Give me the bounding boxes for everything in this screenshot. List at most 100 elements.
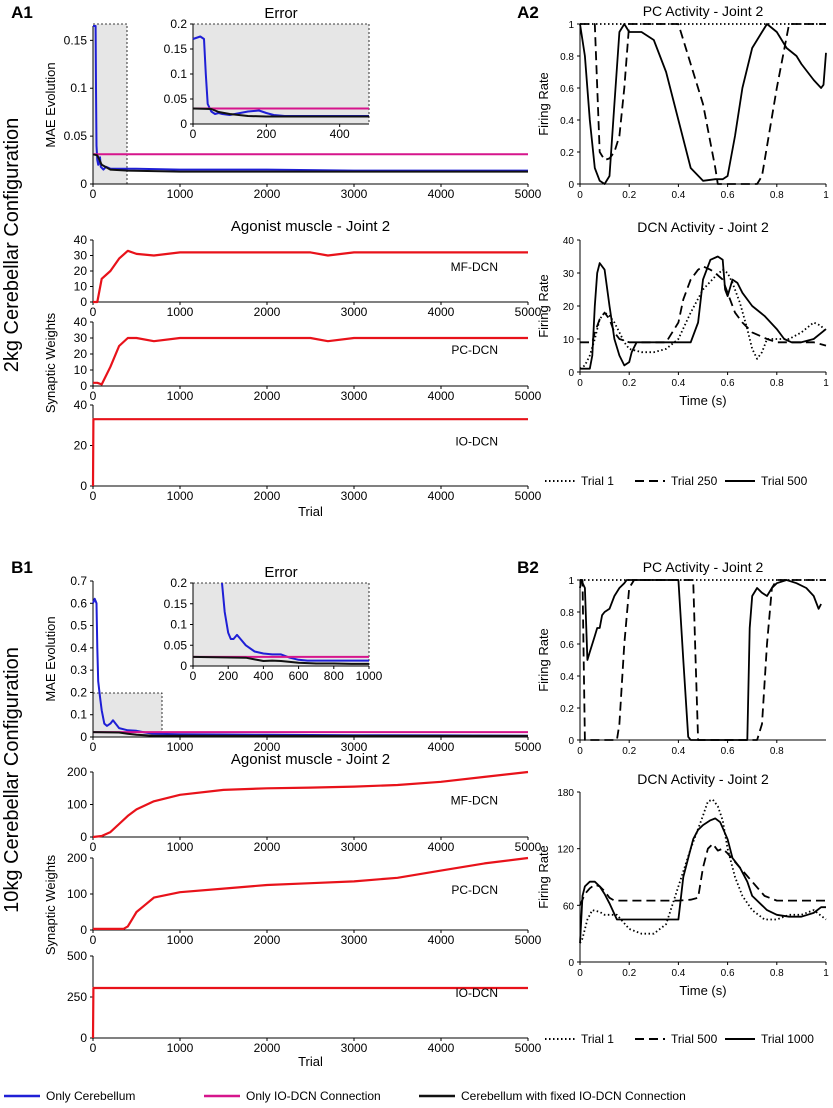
B2_dcn-x-tick-label: 1 (823, 968, 829, 979)
B1_weights-mf-dcn-x-tick-label: 0 (90, 840, 97, 854)
A2_pc-y-tick-label: 0.8 (560, 52, 574, 63)
A1_weights-mf-dcn-x-tick-label: 2000 (254, 305, 281, 319)
B1_mae-y-tick-label: 0.6 (70, 596, 87, 610)
B2_pc-y-tick-label: 0 (568, 736, 574, 747)
A1_weights-xlabel: Trial (298, 504, 323, 519)
A1_weights-pc-dcn-y-tick-label: 0 (80, 379, 87, 393)
A1_weights-mf-dcn-x-tick-label: 0 (90, 305, 97, 319)
B2_dcn-x-tick-label: 0.4 (671, 968, 685, 979)
B2_pc-series-solid (579, 579, 822, 741)
A1_weights-io-dcn-x-tick-label: 2000 (254, 489, 281, 503)
A1_weights-pc-dcn-y-tick-label: 10 (74, 363, 88, 377)
B2_dcn-series-dashed (579, 843, 826, 906)
A1_weights-pc-dcn-x-tick-label: 1000 (167, 389, 194, 403)
B1_mae-y-tick-label: 0.7 (70, 574, 87, 588)
A1_mae-series-blue (93, 25, 528, 172)
A2_dcn-x-tick-label: 0 (577, 378, 583, 389)
A1_weights-mf-dcn-y-tick-label: 40 (74, 233, 88, 247)
B2_dcn-series-solid (579, 817, 826, 944)
A1_weights-mf-dcn-y-tick-label: 30 (74, 249, 88, 263)
B1_error-title: Error (264, 564, 297, 581)
B1_error-x-tick-label: 1000 (356, 669, 383, 683)
B2_dcn-xlabel: Time (s) (679, 983, 726, 998)
B2_pc-title: PC Activity - Joint 2 (643, 559, 764, 575)
B2_dcn-y-tick-label: 60 (563, 901, 575, 912)
B1_error-series-blue (221, 582, 369, 662)
B1_mae-x-tick-label: 3000 (341, 740, 368, 754)
B1_weights-io-dcn-label: IO-DCN (455, 986, 498, 1000)
A1_weights-mf-dcn-x-tick-label: 4000 (428, 305, 455, 319)
A1_weights-mf-dcn-label: MF-DCN (451, 260, 498, 274)
A1_mae-x-tick-label: 4000 (428, 187, 455, 201)
A2_pc-x-tick-label: 0.6 (721, 190, 735, 201)
A1_mae-y-tick-label: 0.1 (70, 81, 87, 95)
A1_weights-pc-dcn-x-tick-label: 3000 (341, 389, 368, 403)
A1_error-x-tick-label: 0 (190, 127, 197, 141)
B1_mae-series-black (92, 731, 528, 737)
B1_weights-mf-dcn-line (92, 770, 529, 839)
B2_pc-y-tick-label: 0.6 (560, 640, 574, 651)
B1_error-series-black (192, 655, 369, 665)
B2_dcn-series-dotted (579, 798, 827, 944)
A1_weights-ylabel: Synaptic Weights (43, 312, 58, 413)
B1_weights-title: Agonist muscle - Joint 2 (231, 751, 390, 768)
B1_weights-io-dcn-y-tick-label: 0 (80, 1031, 87, 1045)
A1_weights-pc-dcn-x-tick-label: 0 (90, 389, 97, 403)
legend-label-cerebellum_fixed: Cerebellum with fixed IO-DCN Connection (461, 1089, 686, 1103)
B1_mae-y-tick-label: 0.3 (70, 663, 87, 677)
B1_weights-io-dcn-x-tick-label: 5000 (515, 1041, 542, 1055)
A1_weights-pc-dcn-y-tick-label: 40 (74, 315, 88, 329)
B2_dcn-ylabel: Firing Rate (536, 845, 551, 909)
A2_dcn-y-tick-label: 0 (568, 368, 574, 379)
B1_error-y-tick-label: 0.1 (170, 618, 187, 632)
A2_pc-x-tick-label: 0.8 (770, 190, 784, 201)
legend-label: Trial 500 (671, 1032, 718, 1046)
A1_weights-io-dcn-x-tick-label: 4000 (428, 489, 455, 503)
B1_error-x-tick-label: 200 (218, 669, 238, 683)
B2_dcn-y-tick-label: 180 (557, 788, 574, 799)
B1_weights-pc-dcn-line (93, 856, 529, 930)
A2_dcn-x-tick-label: 1 (823, 378, 829, 389)
B1_weights-pc-dcn-x-tick-label: 3000 (341, 933, 368, 947)
A2_dcn-y-tick-label: 20 (563, 302, 575, 313)
A2_dcn-y-tick-label: 40 (563, 236, 575, 247)
B1_weights-mf-dcn-y-tick-label: 100 (67, 798, 87, 812)
A2_pc-y-tick-label: 0 (568, 180, 574, 191)
A1_mae-y-tick-label: 0 (80, 177, 87, 191)
A1_mae-y-tick-label: 0.05 (64, 129, 88, 143)
B1_mae-y-tick-label: 0.2 (70, 685, 87, 699)
B1_weights-mf-dcn-y-tick-label: 0 (80, 830, 87, 844)
B1_weights-mf-dcn-label: MF-DCN (451, 794, 498, 808)
B1_weights-io-dcn-x-tick-label: 1000 (167, 1041, 194, 1055)
A2_pc-y-tick-label: 0.6 (560, 84, 574, 95)
B2_dcn-x-tick-label: 0.2 (622, 968, 636, 979)
B2_dcn-y-tick-label: 120 (557, 845, 574, 856)
B1_weights-pc-dcn-x-tick-label: 0 (90, 933, 97, 947)
A1_error-y-tick-label: 0.05 (164, 92, 188, 106)
A1_weights-pc-dcn-x-tick-label: 2000 (254, 389, 281, 403)
B1_weights-mf-dcn-x-tick-label: 3000 (341, 840, 368, 854)
B1_mae-y-tick-label: 0.5 (70, 619, 87, 633)
B1_weights-mf-dcn-x-tick-label: 5000 (515, 840, 542, 854)
A1_error-y-tick-label: 0.2 (170, 17, 187, 31)
A2_dcn-series-dashed (580, 265, 827, 347)
A1_weights-mf-dcn-y-tick-label: 10 (74, 280, 88, 294)
A1_weights-io-dcn-label: IO-DCN (455, 435, 498, 449)
A2_pc-y-tick-label: 0.4 (560, 116, 574, 127)
B1_weights-io-dcn-x-tick-label: 3000 (341, 1041, 368, 1055)
A1_weights-pc-dcn-line (93, 336, 528, 386)
A1_error-y-tick-label: 0 (180, 117, 187, 131)
B1_mae-x-tick-label: 4000 (428, 740, 455, 754)
B1_weights-io-dcn-x-tick-label: 0 (90, 1041, 97, 1055)
A1_weights-io-dcn-x-tick-label: 3000 (341, 489, 368, 503)
B1_error-y-tick-label: 0.15 (164, 597, 188, 611)
A2_pc-y-tick-label: 0.2 (560, 148, 574, 159)
A2_dcn-y-tick-label: 10 (563, 335, 575, 346)
B2_pc-x-tick-label: 0 (577, 746, 583, 757)
B1_weights-io-dcn-y-tick-label: 250 (67, 990, 87, 1004)
A2_dcn-ylabel: Firing Rate (536, 274, 551, 338)
B1_weights-pc-dcn-y-tick-label: 100 (67, 887, 87, 901)
A1_mae-series-black (92, 153, 528, 173)
B1_mae-x-tick-label: 5000 (515, 740, 542, 754)
